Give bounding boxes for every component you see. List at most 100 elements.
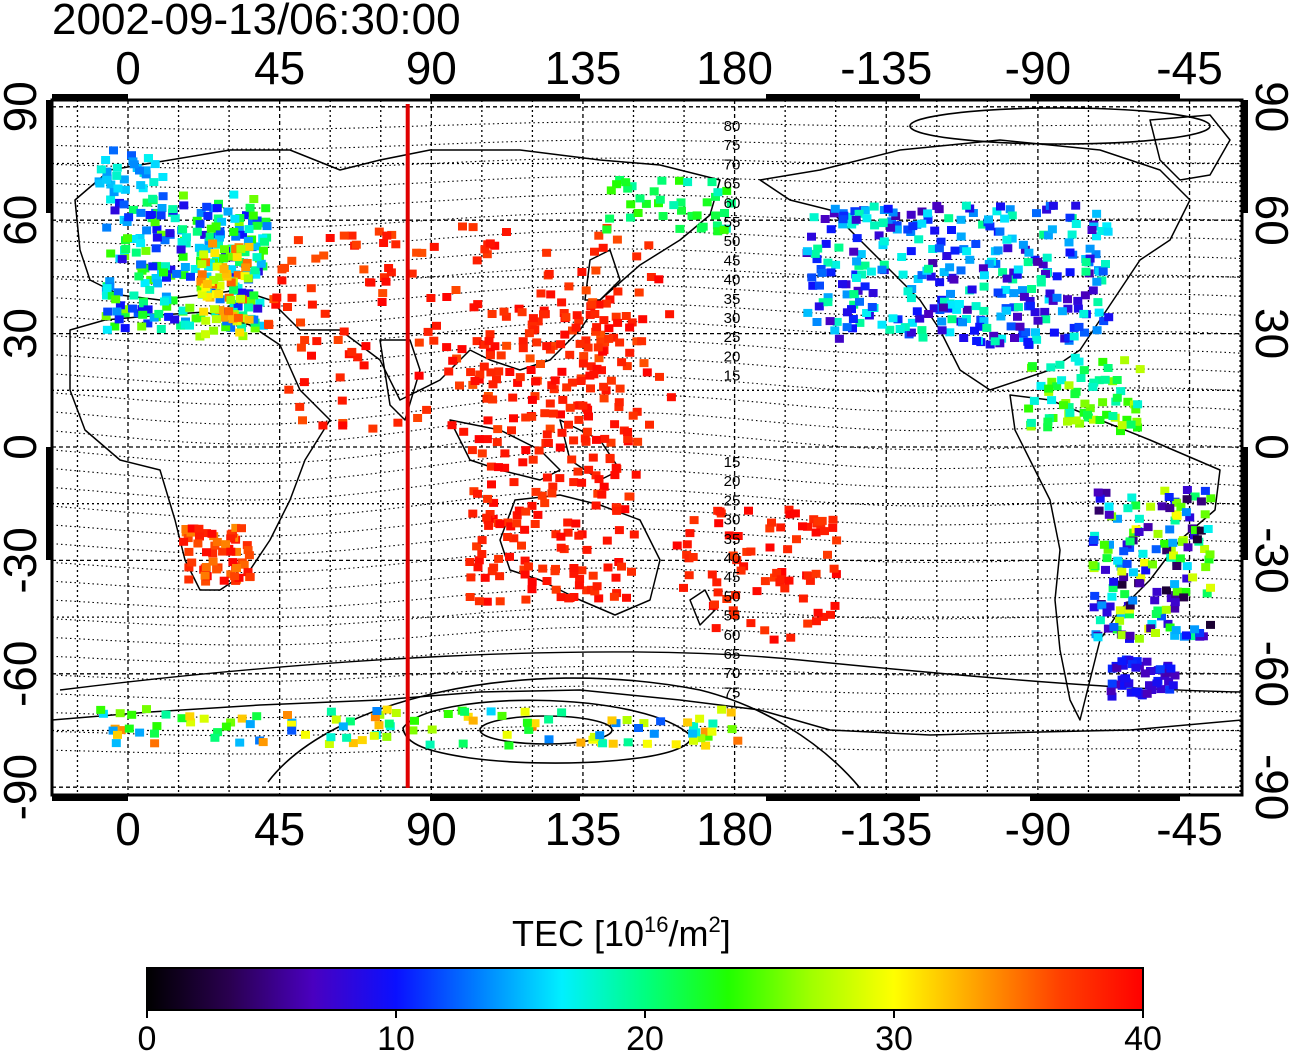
tec-cell xyxy=(879,260,889,269)
tec-cell xyxy=(115,709,125,718)
frame-tick-bar xyxy=(430,94,580,100)
tec-cell xyxy=(870,221,880,230)
tec-cell xyxy=(252,253,262,262)
tec-cell xyxy=(158,192,168,201)
tec-cell xyxy=(1109,623,1119,631)
frame-tick-bar xyxy=(52,94,128,100)
frame-ticks xyxy=(46,94,1248,801)
tec-cell xyxy=(208,557,218,566)
tec-cell xyxy=(137,305,147,314)
tec-cell xyxy=(1166,664,1176,673)
tec-cell xyxy=(688,729,698,738)
tec-cell xyxy=(1052,293,1062,302)
tec-cell xyxy=(259,246,268,255)
tec-cell xyxy=(979,271,989,280)
tec-cell xyxy=(950,246,960,255)
tec-cell xyxy=(233,302,243,311)
tec-cell xyxy=(111,739,121,748)
tec-cell xyxy=(318,421,328,430)
tec-cell xyxy=(967,285,977,294)
tec-cell xyxy=(195,220,205,229)
contour-label: 45 xyxy=(724,252,741,269)
tec-cell xyxy=(612,235,622,244)
tec-cell xyxy=(1200,545,1210,553)
tec-cell xyxy=(1042,253,1052,262)
tec-cell xyxy=(185,321,194,330)
tec-cell xyxy=(457,345,467,354)
tec-cell xyxy=(542,577,552,585)
tec-cell xyxy=(985,222,995,231)
contour-label: 55 xyxy=(724,608,741,625)
tec-cell xyxy=(110,206,120,215)
tec-cell xyxy=(469,303,479,312)
tec-cell xyxy=(214,199,223,208)
tec-cell xyxy=(1093,633,1103,642)
tec-cell xyxy=(512,519,522,528)
tec-cell xyxy=(550,376,560,385)
tec-cell xyxy=(820,527,829,536)
tec-cell xyxy=(1165,685,1175,694)
tec-cell xyxy=(184,563,194,572)
tec-cell xyxy=(179,537,189,546)
tec-cell xyxy=(1164,493,1174,501)
tec-cell xyxy=(807,273,817,282)
tec-cell xyxy=(611,312,621,321)
tec-cell xyxy=(623,435,633,443)
tec-cell xyxy=(1023,258,1033,267)
tec-cell xyxy=(296,343,306,352)
tec-cell xyxy=(596,337,606,346)
tec-cell xyxy=(427,725,437,734)
tec-cell xyxy=(803,619,813,628)
tec-cell xyxy=(592,323,602,332)
tec-cell xyxy=(113,288,123,297)
tec-cell xyxy=(633,209,643,217)
tec-cell xyxy=(1125,601,1135,610)
tec-cell xyxy=(675,224,685,233)
tec-cell xyxy=(545,424,555,433)
tec-cell xyxy=(96,165,106,174)
tec-cell xyxy=(150,160,160,169)
tec-cell xyxy=(1073,304,1083,313)
tec-cell xyxy=(592,435,601,444)
tec-cell xyxy=(1103,545,1113,554)
tec-cell xyxy=(893,315,903,324)
tec-cell xyxy=(1126,688,1136,697)
tec-cell xyxy=(119,175,129,184)
tec-cell xyxy=(488,514,498,523)
tec-cell xyxy=(688,553,698,561)
tec-cell xyxy=(234,225,244,234)
tec-cell xyxy=(560,330,570,339)
tec-cell xyxy=(1113,514,1122,523)
tec-cell xyxy=(1089,378,1099,387)
tec-cell xyxy=(180,263,190,271)
timestamp-title: 2002-09-13/06:30:00 xyxy=(52,0,461,44)
tec-cell xyxy=(776,523,786,532)
tec-cell xyxy=(284,385,294,394)
tec-cell xyxy=(347,347,357,356)
tec-cell xyxy=(1125,610,1134,619)
tec-cell xyxy=(1069,332,1079,341)
tec-cell xyxy=(1052,382,1062,391)
tec-cell xyxy=(1200,486,1210,495)
tec-cell xyxy=(160,236,170,245)
polar-contour xyxy=(402,699,692,764)
tec-cell xyxy=(287,720,296,729)
tec-cell xyxy=(1105,602,1115,611)
tec-cell xyxy=(1094,308,1104,317)
tec-cell xyxy=(1146,624,1156,633)
tec-cell xyxy=(114,315,124,324)
tec-cell xyxy=(572,311,582,320)
bottom-longitude-labels: 0 45 90 135 180 -135 -90 -45 xyxy=(115,803,1223,855)
tec-cell xyxy=(391,240,401,249)
tec-cell xyxy=(739,562,749,571)
left-latitude-labels: 90 60 30 0 -30 -60 -90 xyxy=(0,81,46,820)
tec-cell xyxy=(243,568,253,577)
tec-cell xyxy=(563,518,573,527)
tec-cell xyxy=(468,223,478,232)
tec-cell xyxy=(110,322,120,331)
tec-cell xyxy=(752,587,762,596)
tec-cell xyxy=(842,323,852,332)
tec-cell xyxy=(296,318,305,327)
tec-cell xyxy=(235,258,244,266)
tec-cell xyxy=(760,626,770,635)
